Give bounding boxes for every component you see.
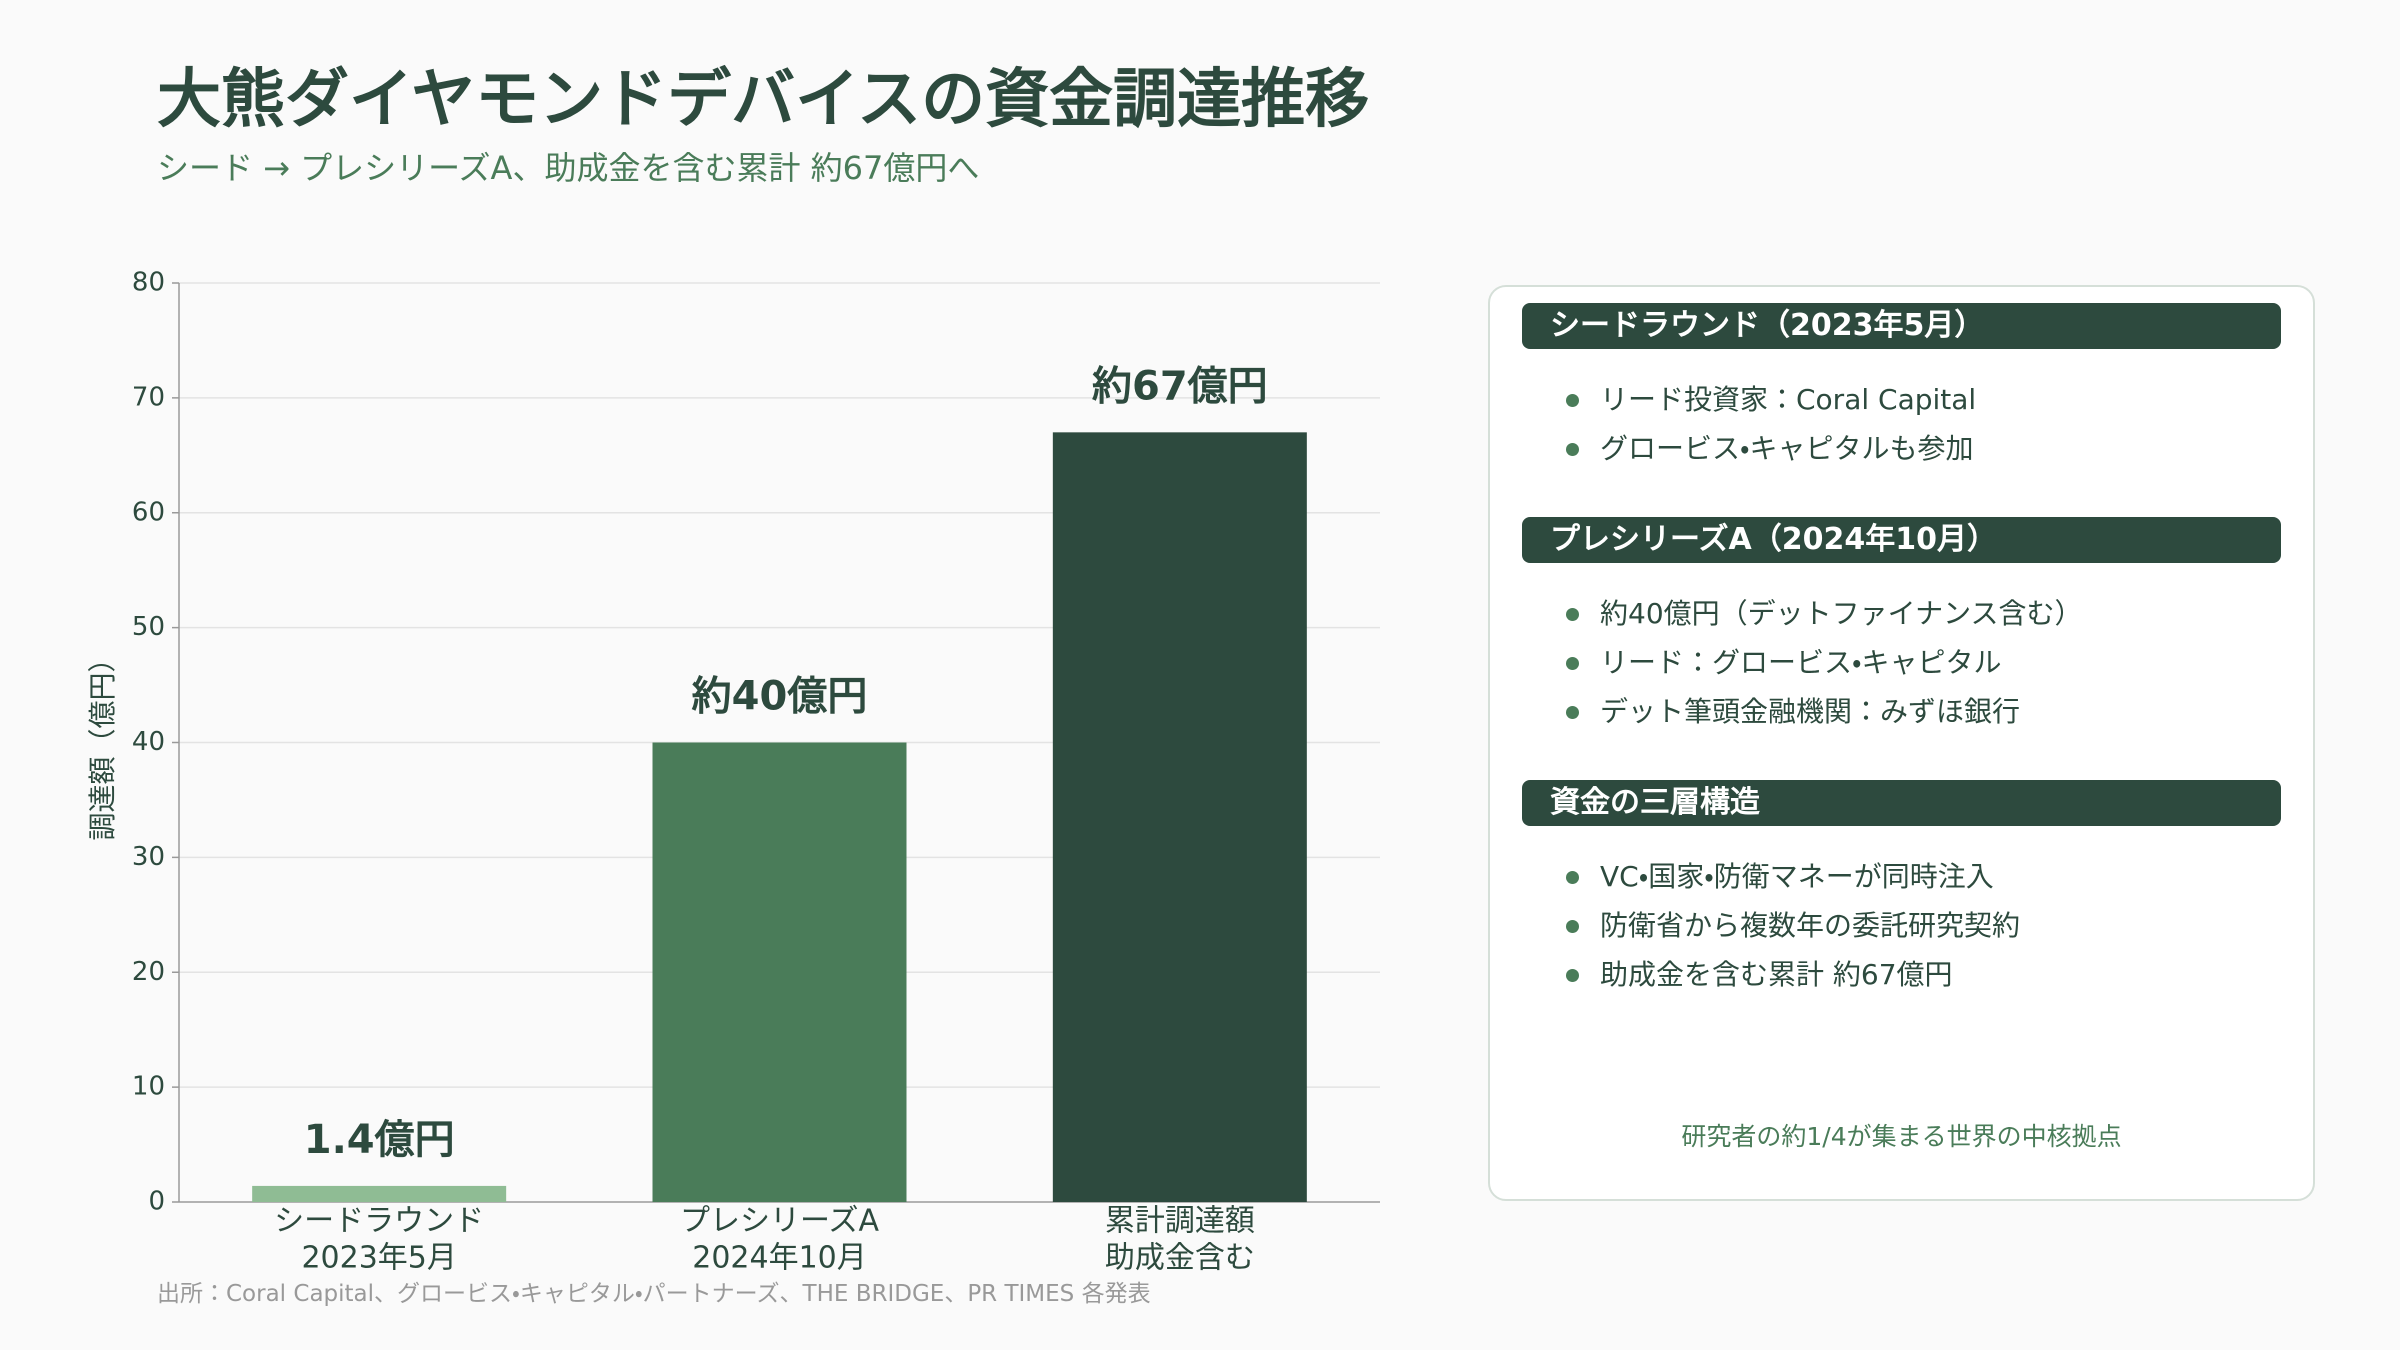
section-heading: シードラウンド（2023年5月） bbox=[1522, 303, 2281, 349]
bullet-item: リード投資家：Coral Capital bbox=[1566, 375, 2281, 424]
y-tick-label: 10 bbox=[132, 1072, 165, 1102]
x-tick-label: 2023年5月 bbox=[301, 1241, 456, 1276]
bullet-list: VC・国家・防衛マネーが同時注入 防衛省から複数年の委託研究契約 助成金を含む累計 … bbox=[1522, 852, 2281, 999]
y-tick-label: 50 bbox=[132, 612, 165, 642]
bullet-item: 助成金を含む累計 約67億円 bbox=[1566, 950, 2281, 999]
bullet-list: 約40億円（デットファイナンス含む） リード：グロービス・キャピタル デット筆頭金融… bbox=[1522, 589, 2281, 736]
title: 大熊ダイヤモンドデバイスの資金調達推移 bbox=[157, 63, 1370, 137]
bar bbox=[252, 1185, 507, 1202]
y-tick-label: 30 bbox=[132, 842, 165, 872]
bar bbox=[1052, 432, 1307, 1202]
bullet-item: グロービス・キャピタルも参加 bbox=[1566, 424, 2281, 473]
value-label: 約67億円 bbox=[1092, 363, 1268, 409]
bullet-item: 防衛省から複数年の委託研究契約 bbox=[1566, 901, 2281, 950]
y-tick-label: 0 bbox=[148, 1187, 165, 1217]
bullet-list: リード投資家：Coral Capital グロービス・キャピタルも参加 bbox=[1522, 375, 2281, 473]
x-tick-label: プレシリーズA bbox=[680, 1204, 879, 1239]
y-tick-label: 40 bbox=[132, 727, 165, 757]
y-tick-label: 60 bbox=[132, 497, 165, 527]
subtitle: シード → プレシリーズA、助成金を含む累計 約67億円へ bbox=[157, 149, 980, 187]
bar bbox=[652, 742, 907, 1202]
section-heading: 資金の三層構造 bbox=[1522, 780, 2281, 826]
y-tick-label: 70 bbox=[132, 382, 165, 412]
value-label: 約40億円 bbox=[692, 674, 868, 720]
info-panel: シードラウンド（2023年5月） リード投資家：Coral Capital グロービ… bbox=[1488, 285, 2315, 1201]
section-heading: プレシリーズA（2024年10月） bbox=[1522, 517, 2281, 563]
bullet-item: VC・国家・防衛マネーが同時注入 bbox=[1566, 852, 2281, 901]
x-tick-label: 2024年10月 bbox=[692, 1241, 867, 1276]
x-tick-label: 助成金含む bbox=[1105, 1241, 1255, 1276]
value-label: 1.4億円 bbox=[304, 1117, 455, 1163]
y-axis-label: 調達額（億円） bbox=[86, 644, 119, 840]
panel-note: 研究者の約1/4が集まる世界の中核拠点 bbox=[1681, 1122, 2122, 1151]
bullet-item: リード：グロービス・キャピタル bbox=[1566, 638, 2281, 687]
y-tick-label: 80 bbox=[132, 268, 165, 298]
source: 出所：Coral Capital、グロービス・キャピタル・パートナーズ、THE … bbox=[157, 1281, 1151, 1307]
x-tick-label: 累計調達額 bbox=[1105, 1204, 1255, 1239]
y-tick-label: 20 bbox=[132, 957, 165, 987]
bullet-item: 約40億円（デットファイナンス含む） bbox=[1566, 589, 2281, 638]
x-tick-label: シードラウンド bbox=[274, 1204, 484, 1239]
bullet-item: デット筆頭金融機関：みずほ銀行 bbox=[1566, 687, 2281, 736]
